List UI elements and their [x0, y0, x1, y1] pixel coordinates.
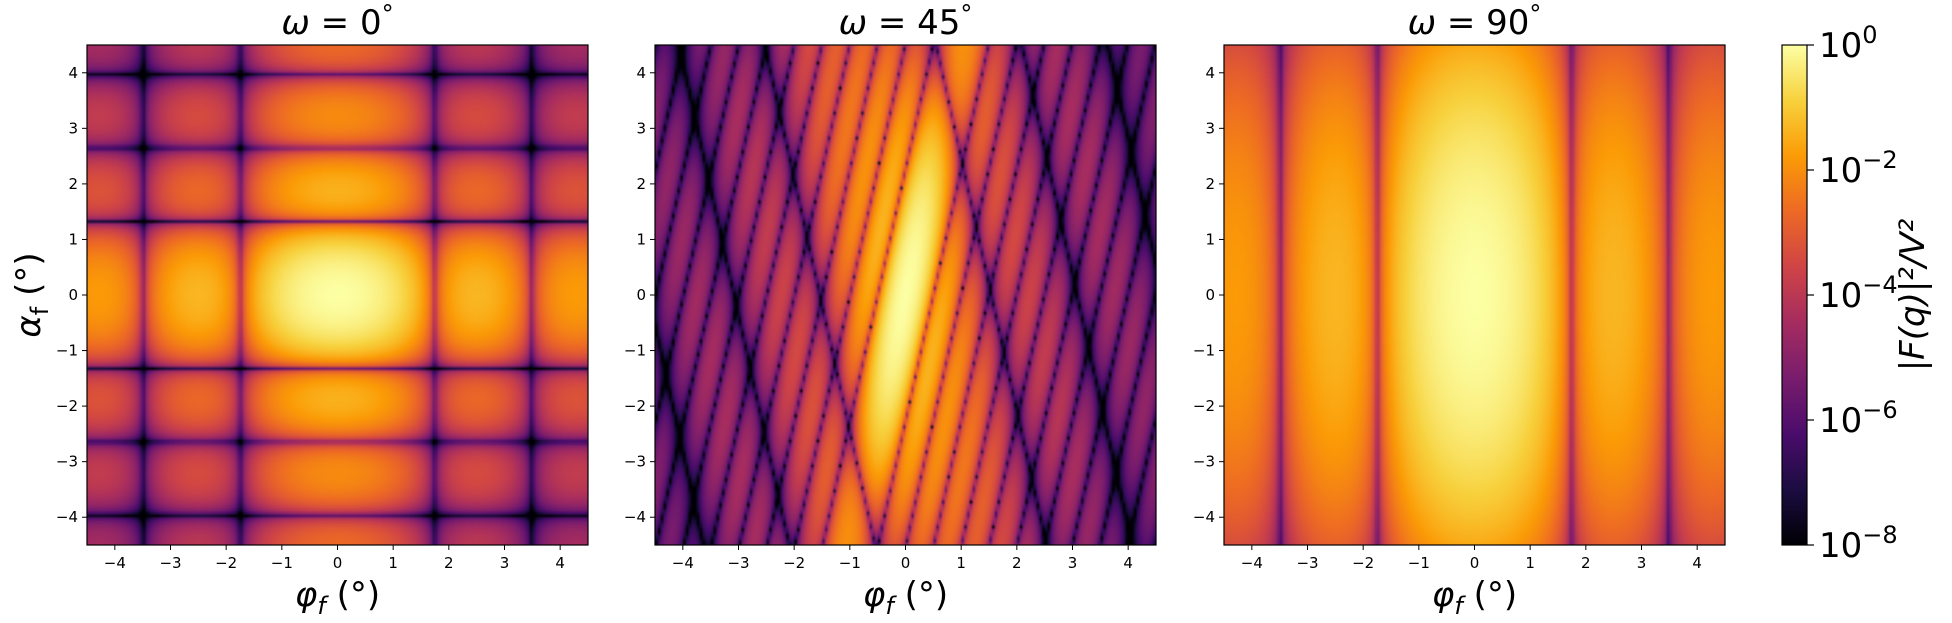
panel-title: ω = 45° — [839, 0, 973, 43]
y-tick-label: 3 — [636, 119, 646, 137]
x-tick-label: 3 — [1637, 554, 1647, 572]
x-tick-label: 2 — [444, 554, 454, 572]
x-tick-label: −3 — [1296, 554, 1318, 572]
y-axis-label: αf (°) — [9, 252, 54, 337]
x-axis-label: φf (°) — [863, 575, 948, 620]
x-tick-label: −4 — [1241, 554, 1263, 572]
x-tick-label: 4 — [1692, 554, 1702, 572]
x-tick-label: 0 — [901, 554, 911, 572]
y-tick-label: −4 — [1193, 508, 1215, 526]
x-tick-label: −4 — [104, 554, 126, 572]
x-tick-label: 1 — [388, 554, 398, 572]
colorbar-tick-label: 100 — [1819, 21, 1878, 66]
y-tick-label: 4 — [68, 64, 78, 82]
y-tick-label: 4 — [636, 64, 646, 82]
heatmap-panel: ω = 0° −4 −4 −3 −3 −2 −2 −1 −1 0 0 1 1 2 2 3 3 4 4 φf (°) αf… — [9, 0, 589, 620]
x-tick-label: −2 — [215, 554, 237, 572]
y-tick-label: −2 — [1193, 397, 1215, 415]
y-tick-label: −3 — [624, 453, 646, 471]
y-tick-label: −1 — [56, 342, 78, 360]
y-tick-label: 2 — [1205, 175, 1215, 193]
x-tick-label: −1 — [839, 554, 861, 572]
colorbar: 100 10−2 10−4 10−6 10−8 |F(q)|²/V² — [1781, 21, 1933, 566]
x-tick-label: 4 — [1123, 554, 1133, 572]
x-tick-label: 0 — [1470, 554, 1480, 572]
y-tick-label: −2 — [56, 397, 78, 415]
y-tick-label: −3 — [1193, 453, 1215, 471]
y-tick-label: −2 — [624, 397, 646, 415]
y-tick-label: 2 — [636, 175, 646, 193]
x-tick-label: 4 — [555, 554, 565, 572]
colorbar-tick-label: 10−6 — [1819, 396, 1898, 441]
colorbar-tick-label: 10−2 — [1819, 146, 1898, 191]
y-tick-label: −1 — [624, 342, 646, 360]
x-tick-label: −1 — [271, 554, 293, 572]
y-tick-label: 4 — [1205, 64, 1215, 82]
y-tick-label: 0 — [636, 286, 646, 304]
x-tick-label: −3 — [727, 554, 749, 572]
x-tick-label: 3 — [500, 554, 510, 572]
panel-title: ω = 90° — [1408, 0, 1542, 43]
x-axis-label: φf (°) — [1432, 575, 1517, 620]
heatmap-image — [87, 45, 588, 545]
heatmap-image — [1224, 45, 1725, 545]
x-tick-label: 2 — [1581, 554, 1591, 572]
x-axis-label: φf (°) — [295, 575, 380, 620]
colorbar-label: |F(q)|²/V² — [1893, 218, 1933, 371]
heatmap-panels: ω = 0° −4 −4 −3 −3 −2 −2 −1 −1 0 0 1 1 2 2 3 3 4 4 φf (°) αf… — [9, 0, 1726, 620]
y-tick-label: 1 — [68, 230, 78, 248]
y-tick-label: 0 — [1205, 286, 1215, 304]
colorbar-tick-label: 10−4 — [1819, 271, 1898, 316]
heatmap-panel: ω = 45° −4 −4 −3 −3 −2 −2 −1 −1 0 0 1 1 2 2 3 3 4 4 φf (°) — [624, 0, 1157, 620]
x-tick-label: −2 — [783, 554, 805, 572]
heatmap-panel: ω = 90° −4 −4 −3 −3 −2 −2 −1 −1 0 0 1 1 2 2 3 3 4 4 φf (°) — [1193, 0, 1726, 620]
y-tick-label: 2 — [68, 175, 78, 193]
y-tick-label: −4 — [624, 508, 646, 526]
heatmap-image — [655, 45, 1156, 545]
colorbar-gradient — [1782, 45, 1807, 545]
x-tick-label: 0 — [333, 554, 343, 572]
x-tick-label: 1 — [956, 554, 966, 572]
panel-title: ω = 0° — [281, 0, 393, 43]
x-tick-label: −1 — [1408, 554, 1430, 572]
x-tick-label: −3 — [159, 554, 181, 572]
y-tick-label: 0 — [68, 286, 78, 304]
x-tick-label: 3 — [1068, 554, 1078, 572]
y-tick-label: −1 — [1193, 342, 1215, 360]
y-tick-label: −3 — [56, 453, 78, 471]
y-tick-label: 3 — [1205, 119, 1215, 137]
y-tick-label: 1 — [636, 230, 646, 248]
y-tick-label: −4 — [56, 508, 78, 526]
x-tick-label: 2 — [1012, 554, 1022, 572]
x-tick-label: −2 — [1352, 554, 1374, 572]
y-tick-label: 3 — [68, 119, 78, 137]
x-tick-label: 1 — [1525, 554, 1535, 572]
colorbar-tick-label: 10−8 — [1819, 521, 1898, 566]
y-tick-label: 1 — [1205, 230, 1215, 248]
x-tick-label: −4 — [672, 554, 694, 572]
